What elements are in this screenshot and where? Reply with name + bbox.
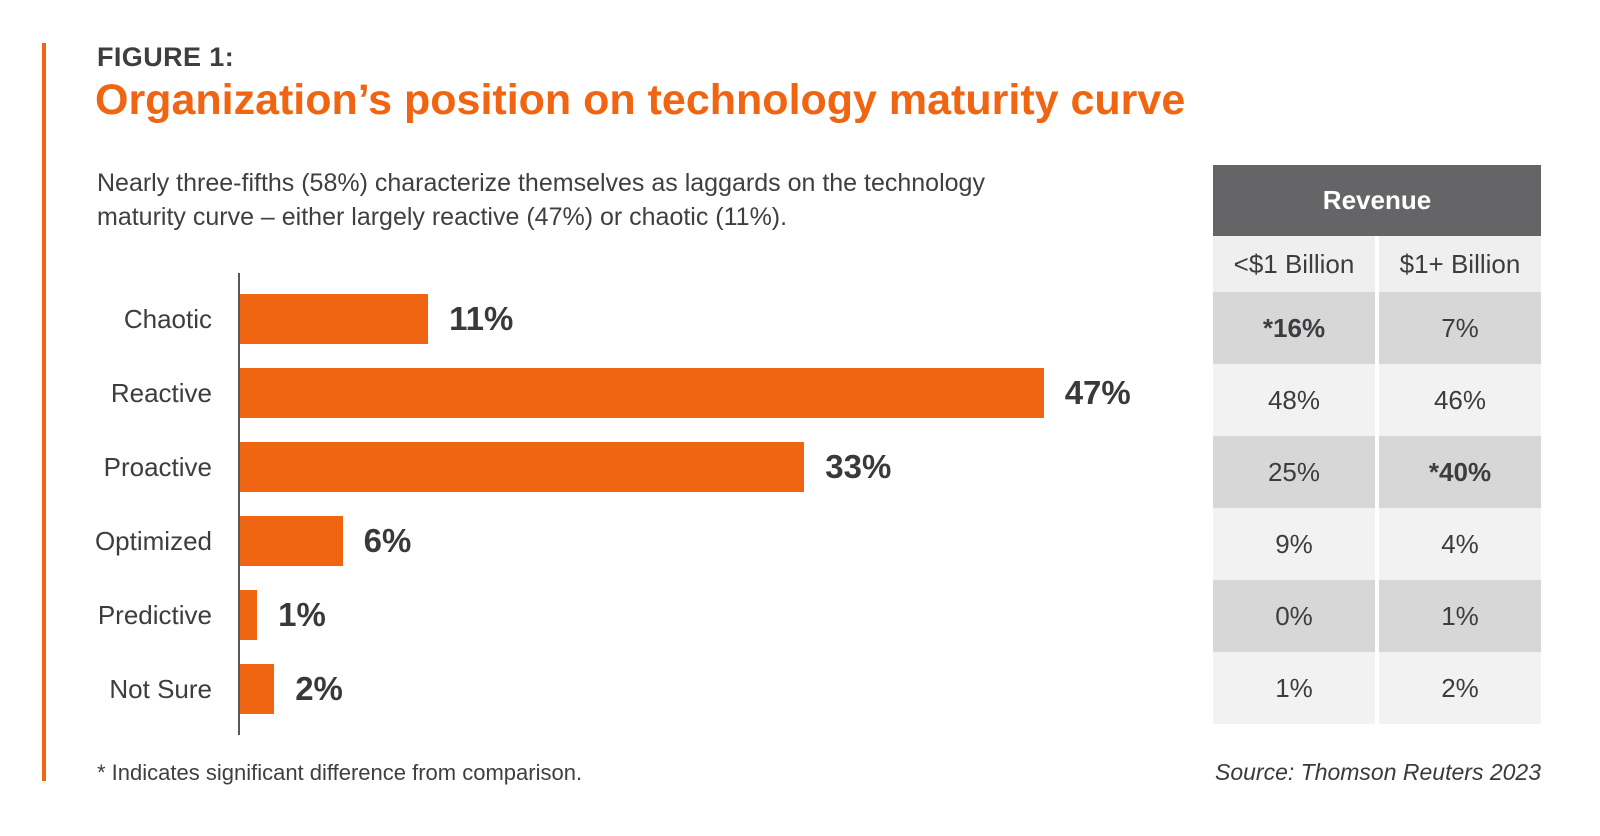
category-label: Proactive xyxy=(103,451,212,482)
revenue-column-over-1b: $1+ Billion xyxy=(1379,236,1541,292)
bar-predictive xyxy=(240,590,258,640)
revenue-table-cell: *16% xyxy=(1213,292,1375,364)
revenue-table-cell: 2% xyxy=(1379,652,1541,724)
bar-value-label: 11% xyxy=(449,300,514,337)
footnote: * Indicates significant difference from … xyxy=(97,760,583,785)
revenue-table-columns: <$1 Billion $1+ Billion xyxy=(1213,236,1541,292)
bar-value-label: 33% xyxy=(825,448,892,485)
bar-optimized xyxy=(240,516,343,566)
revenue-table-row: 9% 4% xyxy=(1213,508,1541,580)
bar-row-not-sure: Not Sure 2% xyxy=(0,664,1160,714)
accent-rule xyxy=(42,43,46,781)
revenue-table-cell: 1% xyxy=(1379,580,1541,652)
revenue-table-cell: 7% xyxy=(1379,292,1541,364)
bar-value-label: 6% xyxy=(363,522,412,559)
revenue-table-row: *16% 7% xyxy=(1213,292,1541,364)
bar-row-predictive: Predictive 1% xyxy=(0,590,1160,640)
page-title: Organization’s position on technology ma… xyxy=(95,76,1186,124)
revenue-table-cell: 1% xyxy=(1213,652,1375,724)
chart-subtitle: Nearly three-fifths (58%) characterize t… xyxy=(97,169,985,231)
revenue-table-cell: 9% xyxy=(1213,508,1375,580)
revenue-table-row: 0% 1% xyxy=(1213,580,1541,652)
revenue-table-cell: 46% xyxy=(1379,364,1541,436)
revenue-table-cell: 0% xyxy=(1213,580,1375,652)
category-label: Optimized xyxy=(94,525,212,556)
bar-value-label: 1% xyxy=(278,596,326,633)
revenue-table-body: *16% 7% 48% 46% 25% *40% 9% 4% 0% 1% 1% 2% xyxy=(1213,292,1541,724)
bar-row-proactive: Proactive 33% xyxy=(0,442,1160,492)
category-label: Predictive xyxy=(97,599,212,630)
revenue-table-row: 48% 46% xyxy=(1213,364,1541,436)
revenue-table-cell: 4% xyxy=(1379,508,1541,580)
category-label: Not Sure xyxy=(109,673,212,704)
bar-value-label: 2% xyxy=(295,670,343,707)
bar-value-label: 47% xyxy=(1064,374,1131,411)
revenue-table-cell: 48% xyxy=(1213,364,1375,436)
bar-proactive xyxy=(240,442,805,492)
bar-chaotic xyxy=(240,294,429,344)
bar-not-sure xyxy=(240,664,275,714)
revenue-table-cell: *40% xyxy=(1379,436,1541,508)
category-label: Chaotic xyxy=(123,303,212,334)
bar-row-chaotic: Chaotic 11% xyxy=(0,294,1160,344)
figure-label: FIGURE 1: xyxy=(97,42,235,72)
revenue-table-row: 1% 2% xyxy=(1213,652,1541,724)
category-label: Reactive xyxy=(110,377,212,408)
chart-axis-line xyxy=(238,273,240,735)
revenue-column-under-1b: <$1 Billion xyxy=(1213,236,1375,292)
revenue-table-header: Revenue xyxy=(1213,165,1541,236)
revenue-table-row: 25% *40% xyxy=(1213,436,1541,508)
revenue-table-cell: 25% xyxy=(1213,436,1375,508)
revenue-table: Revenue <$1 Billion $1+ Billion *16% 7% 48… xyxy=(1213,165,1541,724)
bar-reactive xyxy=(240,368,1044,418)
source-attribution: Source: Thomson Reuters 2023 xyxy=(1214,759,1541,785)
bar-row-reactive: Reactive 47% xyxy=(0,368,1160,418)
bar-row-optimized: Optimized 6% xyxy=(0,516,1160,566)
